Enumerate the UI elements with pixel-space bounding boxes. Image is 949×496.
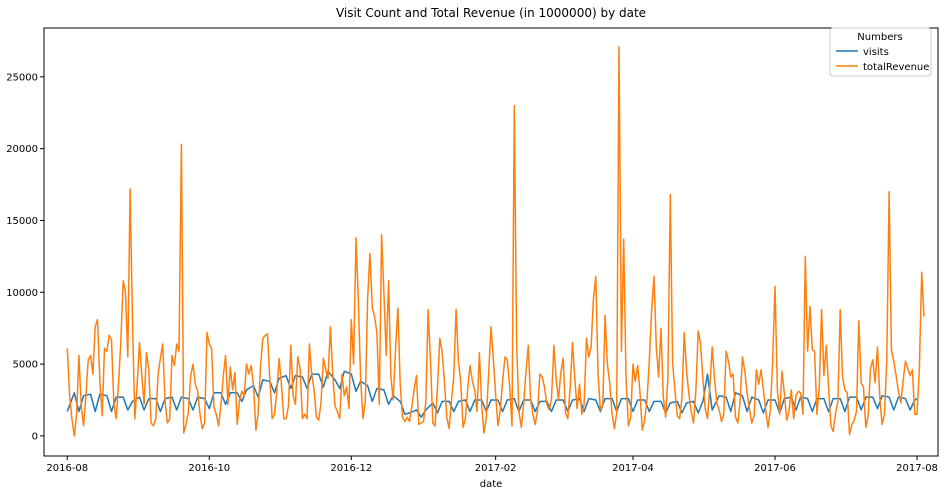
legend-box [829,27,932,77]
series-line-totalRevenue [66,45,925,437]
x-axis: 2016-08 2016-10 2016-12 2017-02 2017-04 2017-… [46,456,938,474]
y-axis: 0 5000 10000 15000 20000 25000 [6,72,44,442]
legend-label-totalRevenue: totalRevenue [863,62,929,73]
y-tick-label: 0 [32,431,38,442]
x-tick-label: 2017-02 [475,463,517,474]
chart-title: Visit Count and Total Revenue (in 100000… [336,6,646,20]
y-tick-label: 20000 [6,144,38,155]
x-tick-label: 2016-08 [46,463,88,474]
x-tick-label: 2016-12 [330,463,372,474]
x-tick-label: 2016-10 [188,463,230,474]
legend-title: Numbers [857,32,902,43]
x-axis-label: date [480,479,503,490]
y-tick-label: 10000 [6,288,38,299]
legend-label-visits: visits [863,47,889,58]
plot-frame [43,27,939,457]
x-tick-label: 2017-06 [754,463,796,474]
y-tick-label: 5000 [13,360,38,371]
y-tick-label: 25000 [6,72,38,83]
legend: Numbers visits totalRevenue [829,27,932,77]
series-layer [66,45,925,437]
x-tick-label: 2017-08 [896,463,938,474]
y-tick-label: 15000 [6,216,38,227]
x-tick-label: 2017-04 [612,463,654,474]
